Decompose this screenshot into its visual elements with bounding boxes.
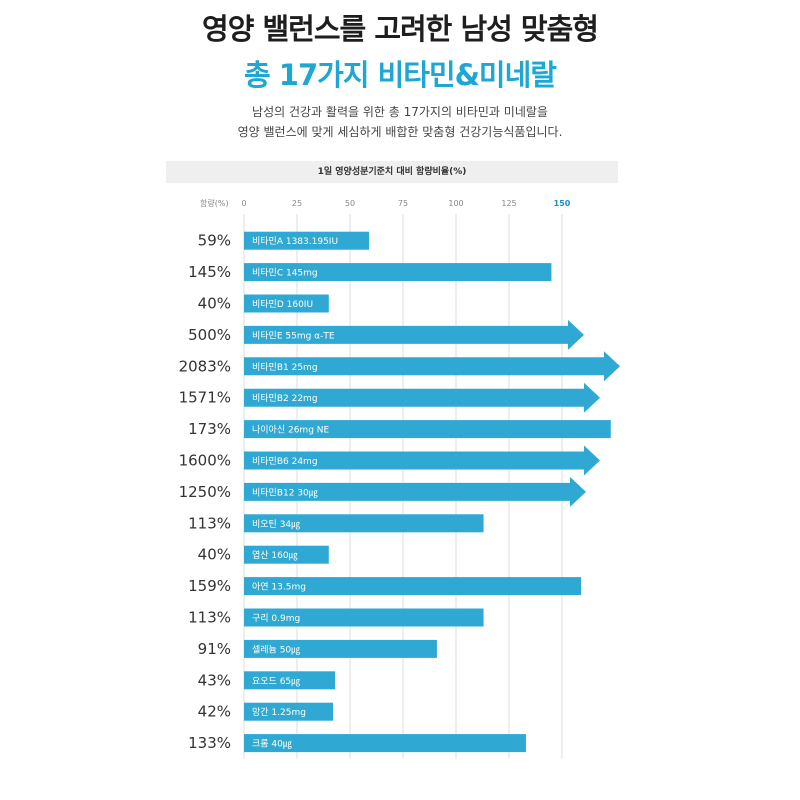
description-line-2: 영양 밸런스에 맞게 세심하게 배합한 맞춤형 건강기능식품입니다. <box>237 125 563 139</box>
percent-label: 40% <box>198 295 231 313</box>
x-tick-label: 0 <box>241 199 246 208</box>
percent-label: 43% <box>198 671 231 689</box>
percent-label: 113% <box>188 609 231 627</box>
x-tick-label: 75 <box>398 199 408 208</box>
x-tick-label: 150 <box>554 199 571 208</box>
percent-label: 173% <box>188 420 231 438</box>
bar <box>244 577 582 596</box>
bar-arrow <box>244 351 620 382</box>
x-tick-label: 125 <box>501 199 516 208</box>
percent-label: 59% <box>198 232 231 250</box>
bar-label: 비타민B2 22mg <box>252 393 318 404</box>
bar-label: 비타민A 1383.195IU <box>252 236 338 247</box>
chart-title: 1일 영양성분기준치 대비 함량비율(%) <box>166 161 618 183</box>
bar <box>244 263 552 282</box>
bar-label: 비오틴 34㎍ <box>252 519 300 530</box>
bar-label: 비타민B12 30㎍ <box>252 487 318 498</box>
bar <box>244 420 611 439</box>
x-tick-label: 25 <box>292 199 302 208</box>
percent-label: 42% <box>198 703 231 721</box>
bar-label: 아연 13.5mg <box>252 582 306 593</box>
bar-label: 크롬 40㎍ <box>252 739 292 750</box>
bar <box>244 608 484 627</box>
bar-arrow <box>244 319 584 350</box>
percent-label: 1571% <box>179 389 231 407</box>
percent-label: 91% <box>198 640 231 658</box>
bar <box>244 702 334 721</box>
percent-label: 1600% <box>179 452 231 470</box>
bar-label: 셀레늄 50㎍ <box>252 644 300 655</box>
bar <box>244 734 526 753</box>
bar <box>244 294 329 313</box>
bar-label: 엽산 160㎍ <box>252 550 298 561</box>
percent-label: 1250% <box>179 483 231 501</box>
percent-label: 113% <box>188 514 231 532</box>
bar-label: 비타민D 160IU <box>252 299 313 310</box>
page-title: 영양 밸런스를 고려한 남성 맞춤형 <box>202 12 599 46</box>
bar-label: 요오드 65㎍ <box>252 676 300 687</box>
bar <box>244 671 336 690</box>
percent-label: 133% <box>188 734 231 752</box>
bar-label: 망간 1.25mg <box>252 707 306 718</box>
bar <box>244 639 437 658</box>
bar <box>244 514 484 533</box>
bar-arrow <box>244 382 600 413</box>
bar-label: 비타민E 55mg α-TE <box>252 330 335 341</box>
bar-label: 비타민B6 24mg <box>252 456 318 467</box>
bar-label: 구리 0.9mg <box>252 613 300 624</box>
x-tick-label: 50 <box>345 199 355 208</box>
percent-label: 500% <box>188 326 231 344</box>
percent-label: 2083% <box>179 357 231 375</box>
percent-label: 145% <box>188 263 231 281</box>
bar-arrow <box>244 445 600 476</box>
bar <box>244 231 370 250</box>
page-subtitle: 총 17가지 비타민&미네랄 <box>244 58 557 92</box>
y-axis-label: 함량(%) <box>200 198 229 208</box>
percent-label: 159% <box>188 577 231 595</box>
description-line-1: 남성의 건강과 활력을 위한 총 17가지의 비타민과 미네랄을 <box>252 105 548 119</box>
x-tick-label: 100 <box>448 199 463 208</box>
percent-label: 40% <box>198 546 231 564</box>
bar-arrow <box>244 476 586 507</box>
bar-label: 나이아신 26mg NE <box>252 425 330 436</box>
bar-label: 비타민C 145mg <box>252 268 318 279</box>
bar-label: 비타민B1 25mg <box>252 362 318 373</box>
description: 남성의 건강과 활력을 위한 총 17가지의 비타민과 미네랄을 영양 밸런스에… <box>0 102 800 142</box>
bar <box>244 545 329 564</box>
